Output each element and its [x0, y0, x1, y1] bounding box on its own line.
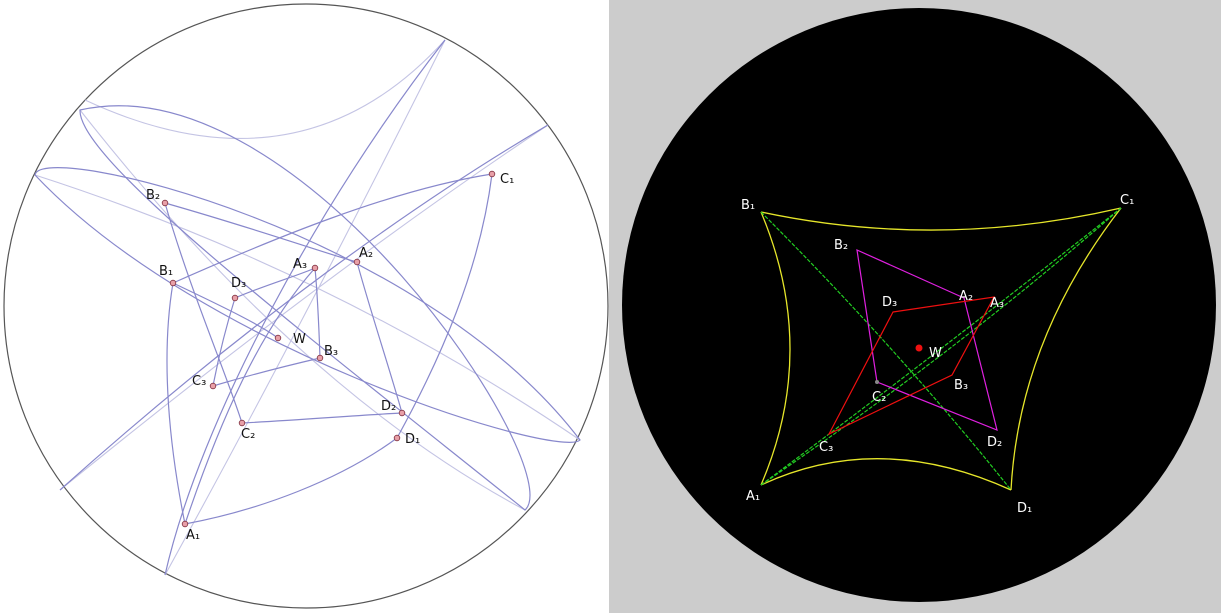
red-quad	[827, 296, 996, 436]
yellow-arc	[760, 211, 791, 486]
label-d3: D₃	[882, 295, 897, 310]
segment	[164, 202, 358, 263]
left-diagram-svg: B₂ B₁ D₃ A₃ A₂ C₁ W B₃ C₃ D₂ C₂ D₁ A₁	[3, 3, 609, 609]
black-disk	[622, 8, 1216, 602]
label-a3: A₃	[293, 257, 307, 272]
green-diagonal	[760, 207, 1122, 486]
point-c2	[238, 419, 246, 427]
point-b1	[169, 279, 177, 287]
label-c3: C₃	[192, 374, 206, 389]
label-c1: C₁	[500, 172, 514, 187]
segment	[172, 173, 493, 284]
green-diagonal	[760, 211, 1012, 491]
segment	[184, 437, 398, 525]
label-b3: B₃	[954, 378, 968, 393]
point-w	[274, 334, 282, 342]
label-w: W	[929, 346, 942, 361]
label-c1: C₁	[1120, 193, 1134, 208]
label-b2: B₂	[834, 238, 848, 253]
segment	[314, 267, 321, 359]
label-a1: A₁	[746, 489, 760, 504]
segment	[184, 267, 316, 525]
point-d2	[398, 409, 406, 417]
label-b2: B₂	[146, 188, 160, 203]
point-w	[915, 344, 923, 352]
ellipse-curve	[79, 105, 531, 511]
point-b3	[316, 354, 324, 362]
segment	[356, 261, 403, 414]
faint-arc	[164, 39, 446, 576]
point-a2	[353, 258, 361, 266]
right-diagram-svg: B₁ C₁ A₁ D₁ B₂ A₂ A₃ D₃ W B₃ C₂ C₃ D₂	[622, 8, 1216, 602]
label-d2: D₂	[381, 399, 396, 414]
point-b2	[161, 199, 169, 207]
label-b3: B₃	[324, 344, 338, 359]
ellipse-curve	[34, 167, 581, 443]
yellow-arc	[760, 207, 1122, 231]
point-a1	[181, 520, 189, 528]
line-curve	[164, 39, 446, 576]
point-d1	[393, 434, 401, 442]
label-b1: B₁	[741, 198, 755, 213]
left-diagram: B₂ B₁ D₃ A₃ A₂ C₁ W B₃ C₃ D₂ C₂ D₁ A₁	[3, 3, 609, 609]
faint-arc	[34, 174, 581, 441]
segment	[234, 267, 316, 299]
label-a2: A₂	[359, 246, 373, 261]
label-d1: D₁	[1017, 501, 1032, 516]
line-curve	[59, 124, 549, 491]
label-c3: C₃	[819, 440, 833, 455]
segment	[396, 173, 493, 439]
label-c2: C₂	[241, 427, 255, 442]
point-d3	[231, 294, 239, 302]
label-c2: C₂	[872, 390, 886, 405]
magenta-quad	[856, 249, 998, 431]
label-d1: D₁	[405, 432, 420, 447]
right-diagram: B₁ C₁ A₁ D₁ B₂ A₂ A₃ D₃ W B₃ C₂ C₃ D₂	[609, 0, 1221, 613]
label-a3: A₃	[990, 296, 1004, 311]
point-c2	[875, 380, 879, 384]
faint-arc	[79, 109, 526, 511]
label-d3: D₃	[231, 276, 246, 291]
green-diagonal	[760, 207, 1122, 486]
segment	[212, 297, 236, 387]
segment	[166, 282, 186, 525]
segment	[164, 202, 243, 424]
point-c3	[209, 382, 217, 390]
point-c1	[488, 170, 496, 178]
label-a1: A₁	[186, 528, 200, 543]
label-w: W	[293, 332, 306, 347]
yellow-arc	[760, 458, 1012, 491]
segment	[172, 282, 279, 339]
yellow-arc	[1010, 207, 1122, 491]
boundary-circle	[3, 3, 609, 609]
label-a2: A₂	[959, 289, 973, 304]
point-a3	[311, 264, 319, 272]
label-d2: D₂	[987, 435, 1002, 450]
segment	[212, 357, 321, 387]
segment	[241, 412, 403, 424]
label-b1: B₁	[159, 264, 173, 279]
faint-arc	[84, 39, 446, 140]
